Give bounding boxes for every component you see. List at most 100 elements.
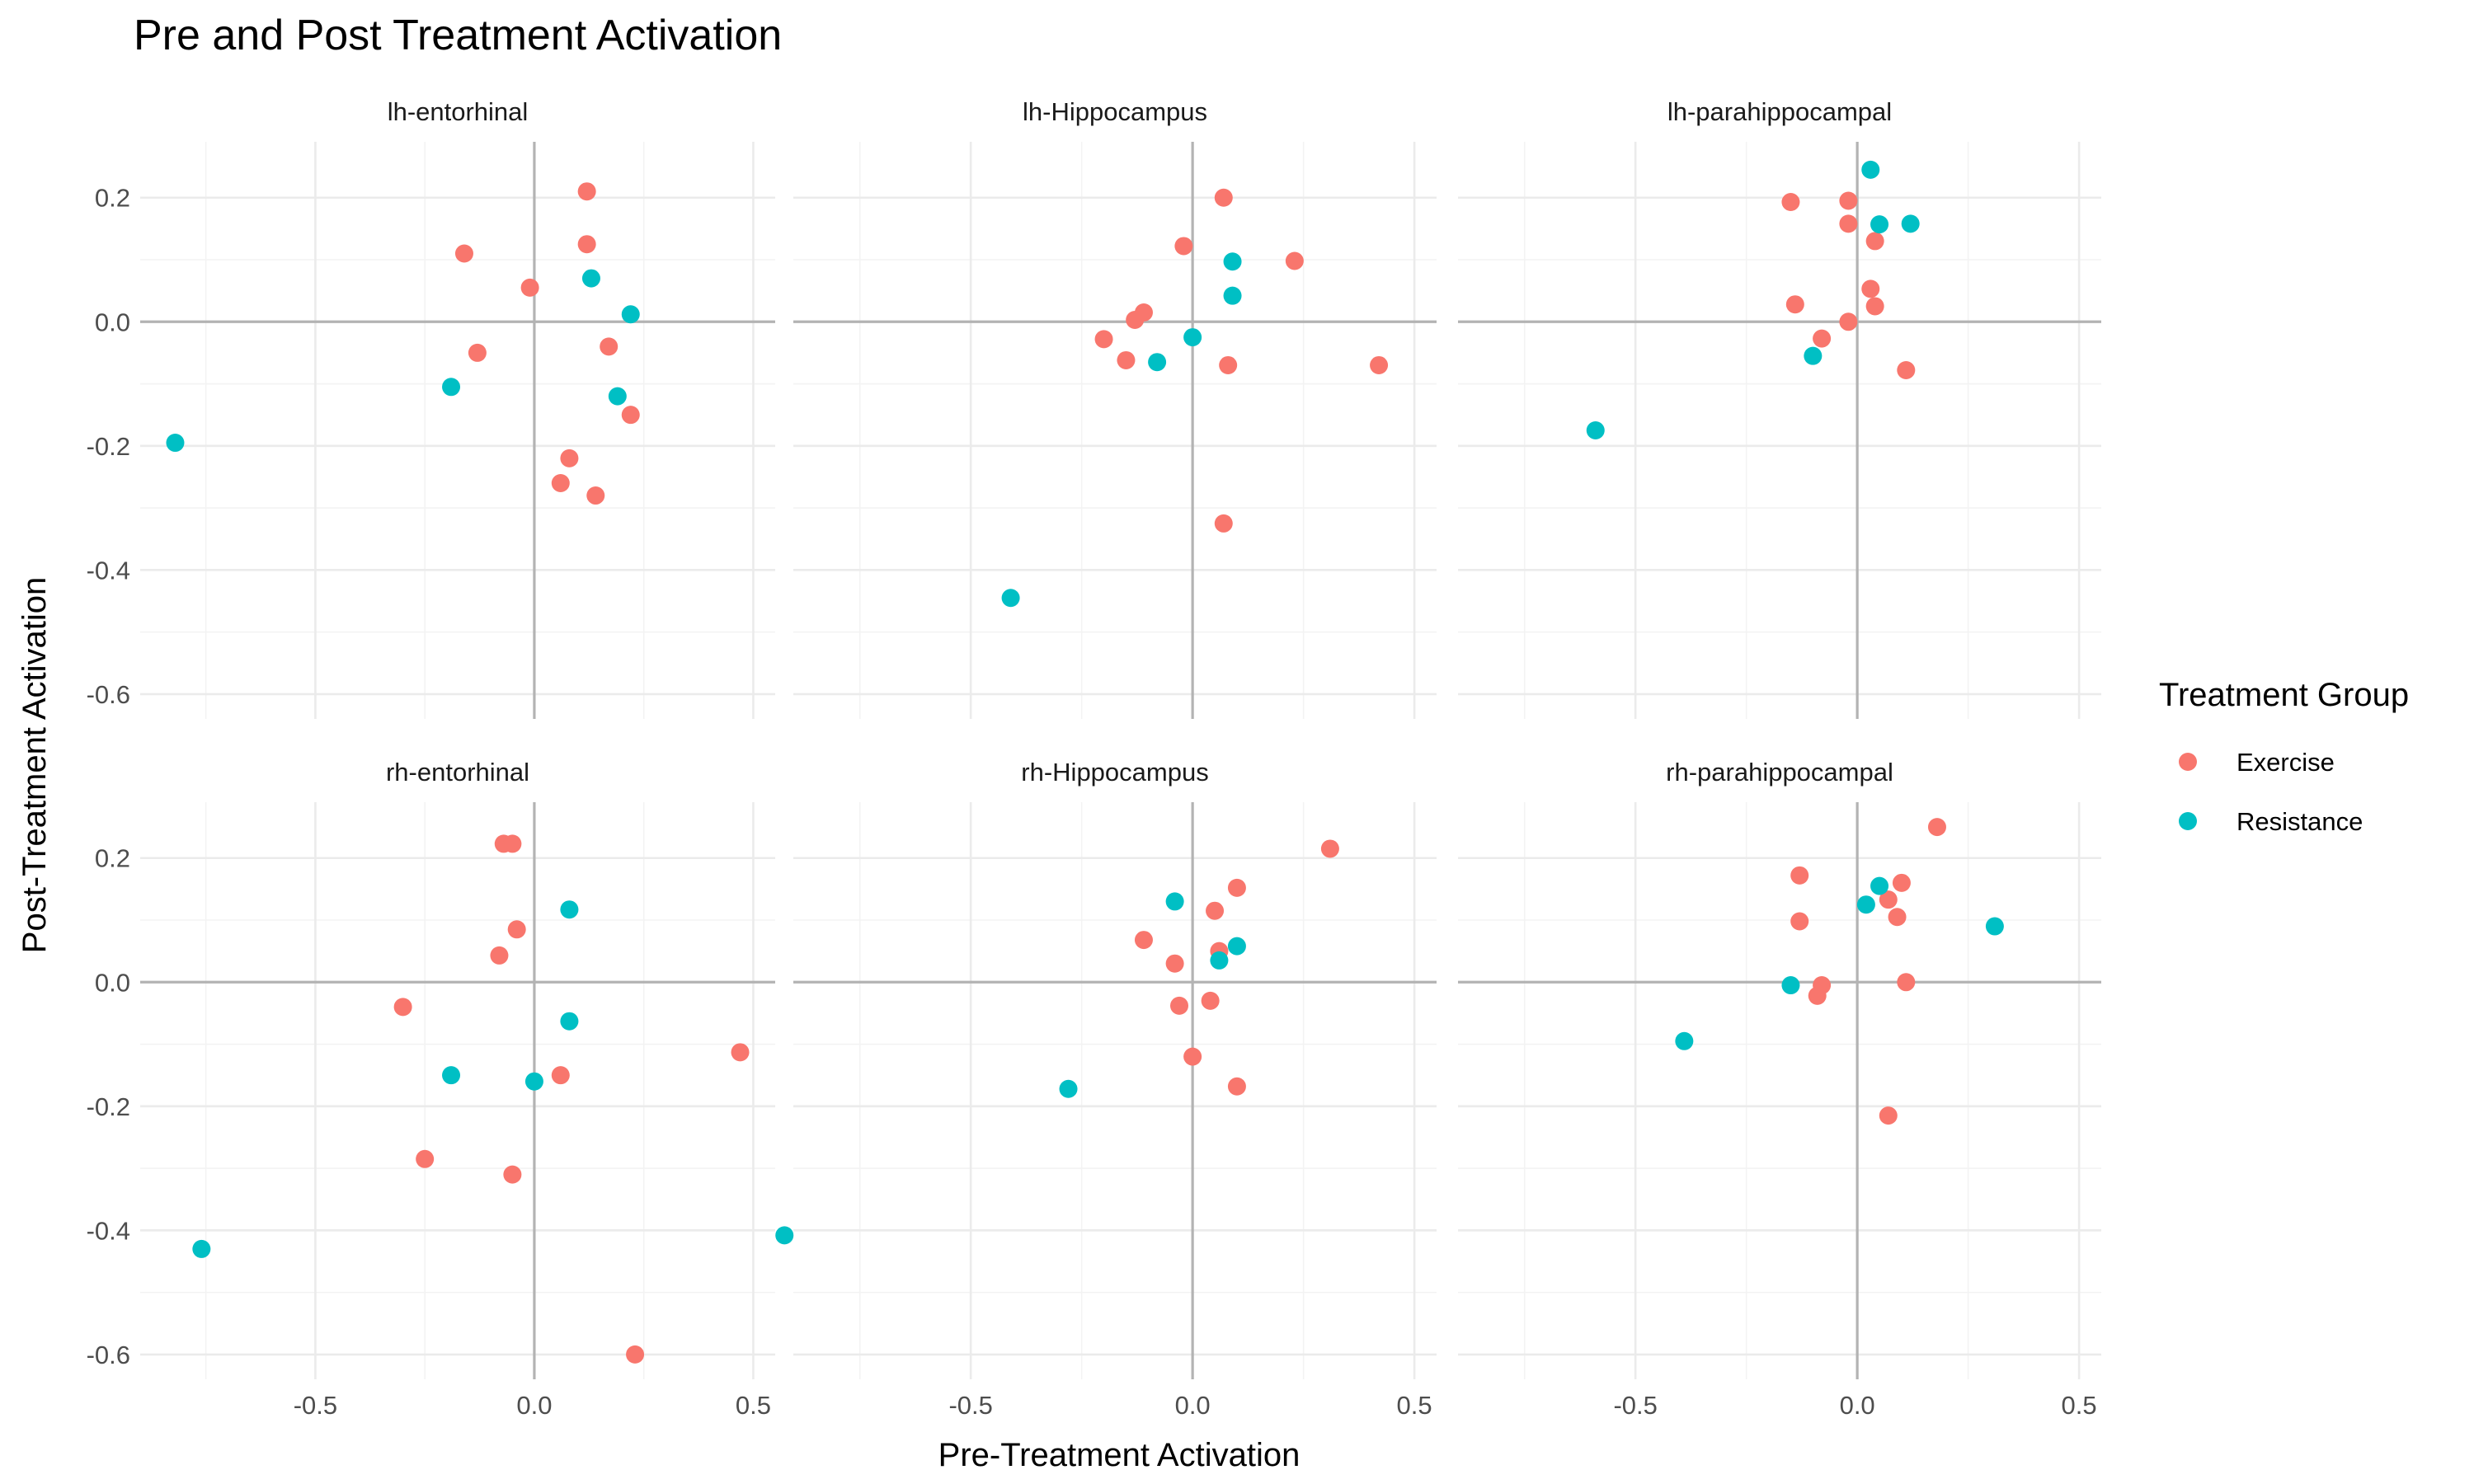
data-point bbox=[600, 337, 618, 356]
series-resistance bbox=[1586, 160, 1920, 439]
data-point bbox=[442, 378, 461, 397]
facet-label: lh-Hippocampus bbox=[1023, 97, 1207, 126]
x-tick-label: -0.5 bbox=[948, 1391, 992, 1420]
data-point bbox=[775, 1226, 794, 1245]
data-point bbox=[1227, 1077, 1246, 1096]
data-point bbox=[1781, 193, 1800, 212]
series-resistance bbox=[166, 269, 640, 453]
y-tick-label: -0.4 bbox=[87, 556, 130, 585]
x-tick-label: 0.0 bbox=[1175, 1391, 1211, 1420]
data-point bbox=[166, 434, 185, 453]
y-tick-label: 0.0 bbox=[95, 968, 130, 997]
data-point bbox=[1865, 232, 1884, 251]
facet-panels: lh-entorhinal 0.2 0.0 -0.2 -0.4 -0.6 lh-Hippoc… bbox=[87, 97, 2101, 1420]
data-point bbox=[626, 1345, 645, 1364]
data-point bbox=[1781, 976, 1800, 995]
data-point bbox=[1126, 311, 1145, 330]
data-point bbox=[1901, 214, 1920, 233]
data-point bbox=[1790, 866, 1809, 885]
legend-label: Exercise bbox=[2236, 748, 2335, 777]
data-point bbox=[524, 1072, 543, 1091]
data-point bbox=[1879, 890, 1898, 909]
y-tick-label: 0.2 bbox=[95, 184, 130, 213]
y-tick-label: 0.0 bbox=[95, 308, 130, 336]
x-tick-label: 0.5 bbox=[736, 1391, 771, 1420]
data-point bbox=[1879, 1106, 1898, 1125]
legend: Treatment Group Exercise Resistance bbox=[2159, 677, 2409, 836]
data-point bbox=[1201, 991, 1220, 1010]
data-point bbox=[393, 998, 412, 1017]
data-point bbox=[1839, 312, 1858, 331]
y-tick-label: -0.4 bbox=[87, 1216, 130, 1245]
data-point bbox=[1148, 353, 1167, 372]
data-point bbox=[1170, 996, 1188, 1015]
panel-rh-hippocampus: rh-Hippocampus -0.5 0.0 0.5 bbox=[775, 758, 1437, 1420]
legend-entry-exercise: Exercise bbox=[2179, 748, 2335, 777]
data-point bbox=[608, 387, 627, 406]
data-point bbox=[1808, 986, 1827, 1005]
facet-label: rh-parahippocampal bbox=[1666, 758, 1893, 787]
series-exercise bbox=[1094, 188, 1389, 533]
panel-lh-parahippocampal: lh-parahippocampal bbox=[1458, 97, 2101, 719]
data-point bbox=[586, 486, 605, 505]
data-point bbox=[1174, 237, 1193, 256]
facet-label: rh-entorhinal bbox=[386, 758, 529, 787]
panel-lh-hippocampus: lh-Hippocampus bbox=[793, 97, 1437, 719]
data-point bbox=[1117, 350, 1136, 369]
data-point bbox=[1790, 912, 1809, 931]
data-point bbox=[507, 920, 526, 939]
data-point bbox=[1210, 951, 1229, 970]
panel-rh-entorhinal: rh-entorhinal 0.2 0.0 -0.2 -0.4 -0.6 -0.5 0.0 0.… bbox=[87, 758, 775, 1420]
legend-entry-resistance: Resistance bbox=[2179, 807, 2363, 836]
x-tick-label: 0.0 bbox=[1840, 1391, 1875, 1420]
series-exercise bbox=[454, 182, 640, 505]
data-point bbox=[1134, 931, 1153, 950]
data-point bbox=[1785, 295, 1804, 314]
data-point bbox=[192, 1239, 211, 1258]
data-point bbox=[520, 278, 539, 297]
data-point bbox=[503, 834, 522, 853]
data-point bbox=[490, 946, 509, 965]
y-tick-label: -0.2 bbox=[87, 432, 130, 461]
series-exercise bbox=[1134, 839, 1339, 1096]
facet-label: rh-Hippocampus bbox=[1021, 758, 1208, 787]
series-resistance bbox=[1675, 876, 2004, 1050]
data-point bbox=[560, 1012, 579, 1031]
data-point bbox=[1214, 188, 1233, 207]
data-point bbox=[560, 900, 579, 919]
data-point bbox=[1219, 355, 1238, 374]
data-point bbox=[1856, 895, 1875, 914]
x-tick-label: -0.5 bbox=[294, 1391, 337, 1420]
legend-swatch bbox=[2179, 753, 2197, 771]
data-point bbox=[1223, 286, 1242, 305]
data-point bbox=[1861, 160, 1880, 179]
data-point bbox=[1861, 279, 1880, 298]
series-resistance bbox=[775, 892, 1246, 1245]
data-point bbox=[1320, 839, 1339, 858]
panel-lh-entorhinal: lh-entorhinal 0.2 0.0 -0.2 -0.4 -0.6 bbox=[87, 97, 775, 719]
facet-label: lh-parahippocampal bbox=[1667, 97, 1892, 126]
data-point bbox=[621, 305, 640, 324]
data-point bbox=[1813, 329, 1832, 348]
data-point bbox=[1892, 873, 1911, 892]
data-point bbox=[1927, 818, 1946, 837]
data-point bbox=[1227, 937, 1246, 956]
data-point bbox=[1059, 1079, 1078, 1098]
data-point bbox=[1285, 251, 1304, 270]
data-point bbox=[454, 244, 473, 263]
data-point bbox=[577, 182, 596, 201]
data-point bbox=[1586, 421, 1605, 439]
y-tick-label: 0.2 bbox=[95, 844, 130, 873]
data-point bbox=[1370, 355, 1389, 374]
x-tick-label: 0.5 bbox=[1397, 1391, 1432, 1420]
y-tick-label: -0.2 bbox=[87, 1092, 130, 1121]
series-exercise bbox=[1790, 818, 1946, 1125]
data-point bbox=[416, 1149, 435, 1168]
series-exercise bbox=[1781, 191, 1916, 379]
data-point bbox=[468, 343, 487, 362]
data-point bbox=[1227, 878, 1246, 897]
data-point bbox=[1001, 589, 1020, 608]
data-point bbox=[551, 1066, 570, 1085]
legend-label: Resistance bbox=[2236, 807, 2363, 836]
